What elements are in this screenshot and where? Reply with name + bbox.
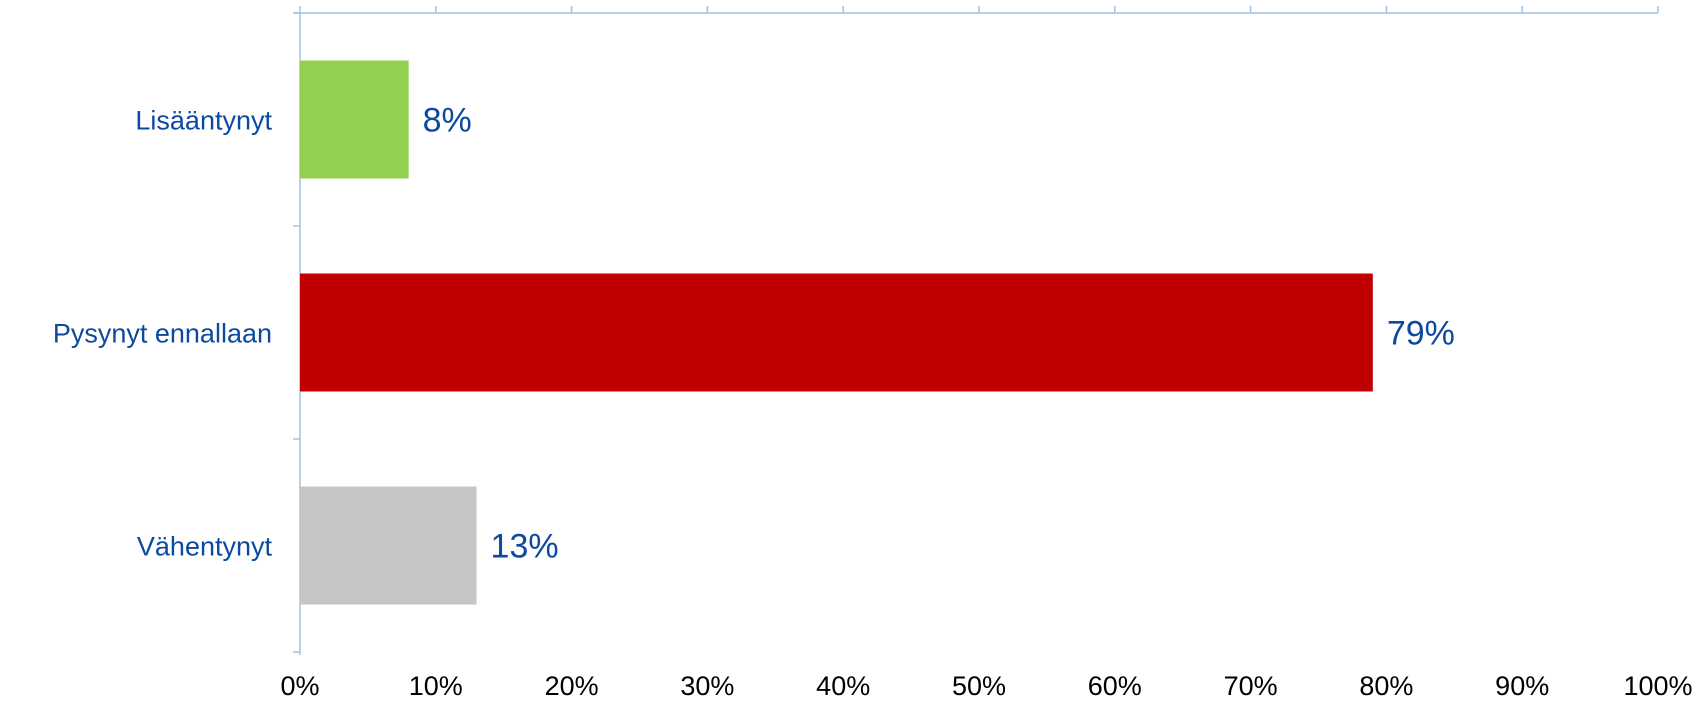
value-label: 13% <box>491 528 559 566</box>
label-layer: Lisääntynyt 8% Pysynyt ennallaan 79% Vähenty… <box>53 102 1455 566</box>
x-tick-label: 60% <box>1088 671 1142 701</box>
category-label: Lisääntynyt <box>135 106 272 136</box>
x-tick-label: 70% <box>1224 671 1278 701</box>
x-tick-label: 30% <box>680 671 734 701</box>
tick-label-layer: 0% 10% 20% 30% 40% 50% 60% 70% 80% 90% 100% <box>280 671 1692 701</box>
category-label: Vähentynyt <box>137 532 273 562</box>
value-label: 8% <box>423 102 472 140</box>
bar <box>300 60 409 179</box>
x-tick-label: 50% <box>952 671 1006 701</box>
x-tick-label: 80% <box>1359 671 1413 701</box>
x-tick-label: 10% <box>409 671 463 701</box>
value-label: 79% <box>1387 315 1455 353</box>
category-label: Pysynyt ennallaan <box>53 319 272 349</box>
bar <box>300 273 1373 392</box>
x-tick-label: 0% <box>280 671 319 701</box>
bar <box>300 486 477 605</box>
x-tick-label: 90% <box>1495 671 1549 701</box>
x-tick-label: 100% <box>1623 671 1692 701</box>
x-tick-label: 40% <box>816 671 870 701</box>
x-tick-label: 20% <box>545 671 599 701</box>
bar-layer <box>300 60 1373 605</box>
